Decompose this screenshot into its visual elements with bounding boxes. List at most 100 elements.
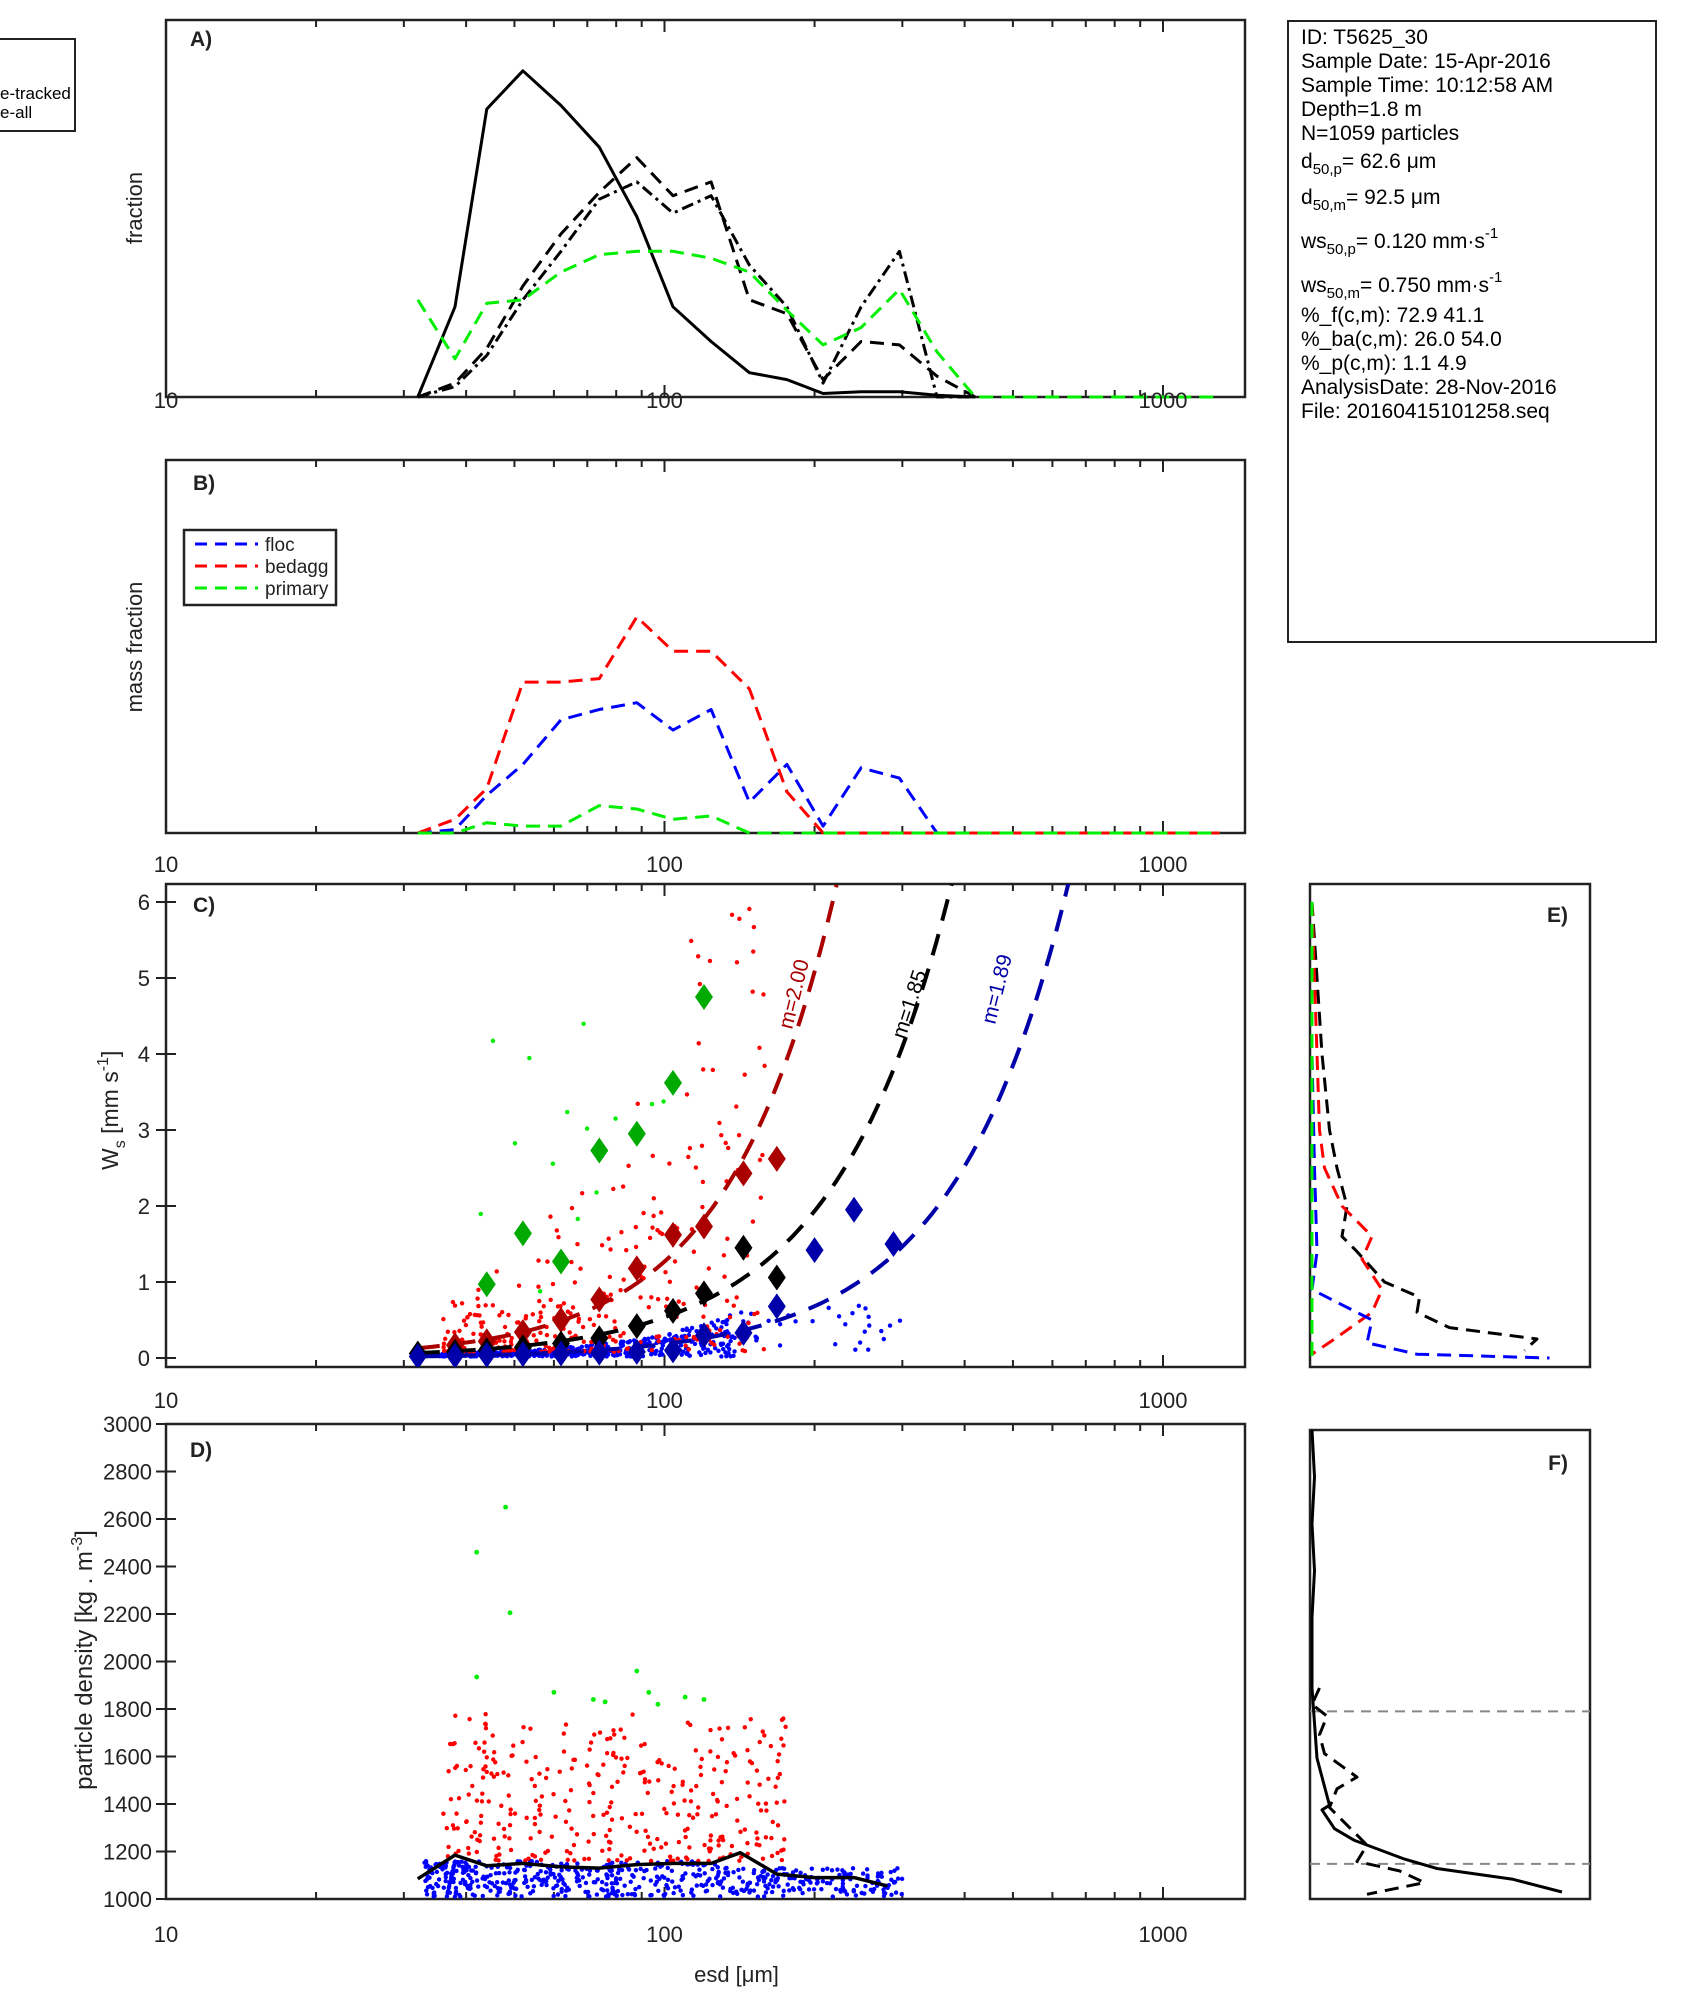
bedagg-point bbox=[618, 1727, 623, 1732]
fit-curve-0 bbox=[417, 884, 839, 1351]
floc-point bbox=[615, 1888, 621, 1894]
bedagg-point bbox=[603, 1833, 609, 1839]
fit-curve-label-2: m=1.89 bbox=[978, 952, 1017, 1026]
median-diamond-bedagg bbox=[734, 1160, 753, 1187]
floc-point bbox=[720, 1346, 726, 1352]
bedagg-point bbox=[568, 1850, 573, 1856]
bedagg-point bbox=[701, 1314, 706, 1319]
floc-point bbox=[747, 1890, 752, 1895]
bedagg-point bbox=[659, 1845, 664, 1850]
floc-point bbox=[780, 1893, 786, 1898]
ylabel-close: ] bbox=[71, 1530, 98, 1537]
cropped-legend-a: e-tracked e-all bbox=[0, 38, 76, 132]
bedagg-point bbox=[481, 1749, 487, 1754]
bedagg-point bbox=[774, 1800, 779, 1805]
floc-point bbox=[893, 1890, 899, 1895]
ws50m-sub: 50,m bbox=[1326, 285, 1361, 302]
floc-point bbox=[628, 1879, 633, 1884]
bedagg-point bbox=[719, 1132, 724, 1138]
bedagg-point bbox=[763, 1835, 769, 1840]
bedagg-point bbox=[754, 1830, 759, 1835]
floc-point bbox=[563, 1888, 569, 1893]
bedagg-point bbox=[511, 1743, 516, 1748]
bedagg-point bbox=[472, 1312, 478, 1318]
floc-point bbox=[687, 1353, 692, 1358]
floc-point bbox=[754, 1881, 760, 1887]
bedagg-point bbox=[715, 1754, 721, 1760]
floc-point bbox=[865, 1873, 870, 1878]
bedagg-point bbox=[645, 1790, 650, 1796]
bedagg-point bbox=[580, 1324, 586, 1330]
bedagg-point bbox=[496, 1821, 501, 1827]
bedagg-point bbox=[612, 1319, 617, 1324]
info-id: ID: T5625_30 bbox=[1301, 26, 1428, 49]
bedagg-point bbox=[717, 1726, 722, 1731]
bedagg-point bbox=[699, 1756, 704, 1762]
bedagg-point bbox=[596, 1313, 602, 1318]
floc-point bbox=[709, 1320, 714, 1325]
bedagg-point bbox=[569, 1259, 574, 1265]
floc-point bbox=[519, 1894, 524, 1899]
panel-label-a: A) bbox=[190, 28, 212, 51]
floc-point bbox=[862, 1329, 867, 1334]
bedagg-point bbox=[696, 1041, 701, 1046]
floc-point bbox=[444, 1894, 450, 1899]
floc-point bbox=[790, 1885, 796, 1891]
bedagg-point bbox=[572, 1280, 578, 1285]
bedagg-point bbox=[445, 1329, 451, 1334]
bedagg-point bbox=[757, 1739, 762, 1745]
bedagg-point bbox=[459, 1301, 465, 1306]
bedagg-point bbox=[610, 1752, 616, 1758]
floc-point bbox=[622, 1883, 627, 1888]
median-diamond-floc bbox=[513, 1341, 532, 1367]
bedagg-point bbox=[512, 1811, 518, 1816]
floc-point bbox=[441, 1885, 446, 1890]
primary-point bbox=[649, 1101, 655, 1107]
floc-point bbox=[458, 1880, 463, 1886]
bedagg-point bbox=[564, 1848, 570, 1854]
primary-point bbox=[634, 1668, 640, 1674]
bedagg-point bbox=[465, 1314, 470, 1320]
bedagg-point bbox=[618, 1287, 623, 1293]
floc-point bbox=[860, 1871, 866, 1876]
info-pct-bedagg: %_ba(c,m): 26.0 54.0 bbox=[1301, 328, 1502, 351]
floc-point bbox=[713, 1876, 719, 1881]
bedagg-point bbox=[699, 1143, 705, 1149]
bedagg-point bbox=[626, 1163, 631, 1169]
bedagg-point bbox=[619, 1756, 624, 1761]
bedagg-point bbox=[747, 1759, 753, 1764]
floc-point bbox=[538, 1869, 543, 1874]
info-ws50p: ws50,p= 0.120 mm·s-1 bbox=[1301, 226, 1643, 257]
bedagg-point bbox=[553, 1814, 558, 1819]
floc-point bbox=[543, 1870, 549, 1875]
bedagg-point bbox=[726, 1145, 731, 1151]
bedagg-point bbox=[524, 1759, 529, 1764]
bedagg-point bbox=[723, 1140, 728, 1146]
x-tick-label: 100 bbox=[646, 1388, 683, 1413]
y-axis-label-a: fraction bbox=[122, 172, 147, 244]
bedagg-point bbox=[483, 1711, 488, 1717]
y-tick-label: 2400 bbox=[103, 1555, 152, 1580]
bedagg-point bbox=[491, 1750, 497, 1755]
median-diamond-all bbox=[590, 1325, 609, 1352]
floc-point bbox=[512, 1886, 517, 1891]
floc-point bbox=[614, 1893, 620, 1898]
bedagg-point bbox=[676, 1299, 682, 1304]
bedagg-point bbox=[770, 1819, 775, 1825]
floc-point bbox=[607, 1868, 612, 1873]
bedagg-point bbox=[683, 1855, 689, 1860]
bedagg-point bbox=[708, 1727, 713, 1733]
bedagg-point bbox=[621, 1330, 626, 1336]
median-diamond-bedagg bbox=[767, 1145, 786, 1172]
bedagg-point bbox=[736, 1133, 742, 1138]
floc-point bbox=[452, 1860, 457, 1865]
floc-point bbox=[738, 1310, 744, 1315]
bedagg-point bbox=[491, 1836, 497, 1841]
bedagg-point bbox=[567, 1808, 572, 1813]
floc-point bbox=[853, 1893, 859, 1898]
primary-point bbox=[503, 1504, 508, 1510]
d50p-sub: 50,p bbox=[1312, 161, 1342, 178]
floc-point bbox=[630, 1872, 635, 1878]
floc-point bbox=[700, 1346, 706, 1351]
floc-point bbox=[889, 1892, 894, 1898]
